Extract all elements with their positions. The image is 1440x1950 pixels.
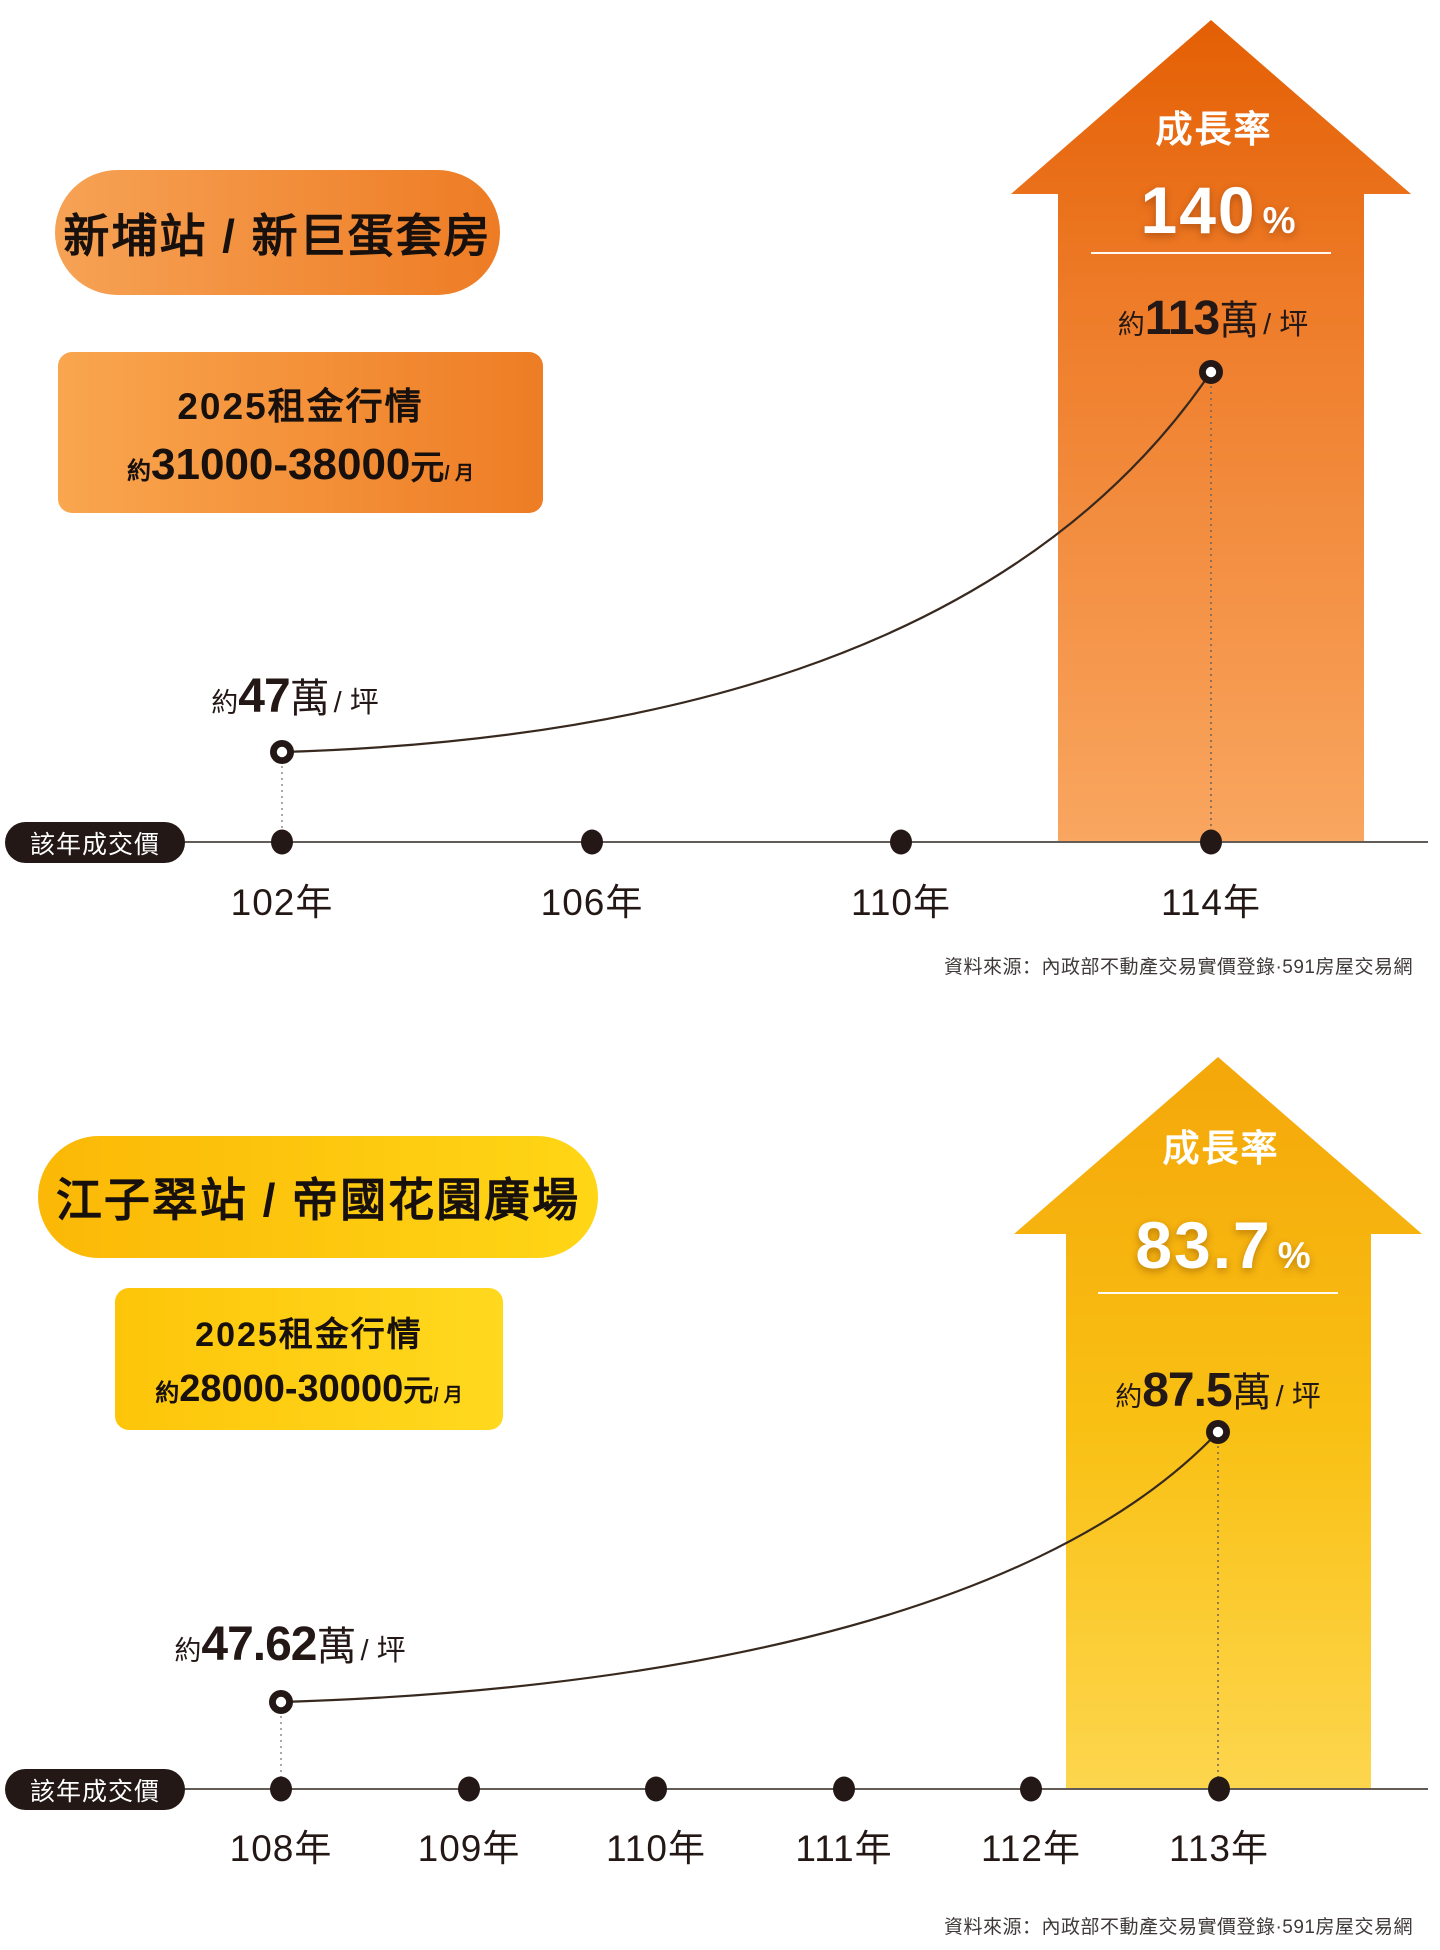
- peak-unit: 萬: [1231, 1371, 1272, 1415]
- axis-tick: [890, 829, 912, 855]
- peak-per: / 坪: [1263, 309, 1309, 341]
- start-unit: 萬: [316, 1625, 357, 1669]
- year-tick-label: 110年: [851, 882, 951, 923]
- rent-range-line: 約28000-30000元/ 月: [155, 1366, 463, 1411]
- rent-per: / 月: [433, 1385, 463, 1406]
- start-approx: 約: [174, 1636, 202, 1666]
- peak-price-label: 約87.5萬 / 坪: [1115, 1360, 1321, 1418]
- year-tick-label: 112年: [981, 1828, 1081, 1869]
- axis-tick: [1200, 829, 1222, 855]
- axis-title: 該年成交價: [29, 1777, 160, 1806]
- peak-approx: 約: [1115, 1382, 1143, 1412]
- start-unit: 萬: [289, 677, 330, 721]
- year-tick-label: 102年: [230, 882, 334, 923]
- axis-title: 該年成交價: [29, 830, 160, 859]
- axis-tick: [645, 1776, 667, 1802]
- station-title-badge: 江子翠站 / 帝國花園廣場: [38, 1136, 598, 1258]
- rent-title: 2025租金行情: [177, 385, 424, 427]
- peak-value: 87.5: [1142, 1364, 1232, 1417]
- axis-title-badge: 該年成交價: [5, 822, 185, 863]
- year-tick-label: 111年: [795, 1828, 893, 1869]
- data-point-start-hole: [276, 746, 288, 758]
- growth-rate-number: 83.7: [1135, 1208, 1272, 1282]
- data-source-note: 資料來源：內政部不動產交易實價登錄·591房屋交易網: [943, 1917, 1413, 1938]
- growth-rate-label: 成長率: [1155, 109, 1273, 150]
- start-per: / 坪: [333, 687, 379, 719]
- price-curve: [281, 371, 1212, 754]
- peak-price-label: 約113萬 / 坪: [1118, 288, 1309, 346]
- growth-rate-value: 140%: [1140, 172, 1295, 248]
- rent-unit: 元: [410, 448, 445, 487]
- year-tick-label: 113年: [1169, 1828, 1269, 1869]
- data-source-note: 資料來源：內政部不動產交易實價登錄·591房屋交易網: [943, 957, 1413, 978]
- axis-tick: [1208, 1776, 1230, 1802]
- start-per: / 坪: [360, 1635, 406, 1667]
- peak-approx: 約: [1117, 310, 1145, 340]
- peak-value: 113: [1144, 292, 1220, 345]
- year-tick-label: 114年: [1161, 882, 1261, 923]
- rent-range-line: 約31000-38000元/ 月: [127, 440, 474, 490]
- growth-rate-label: 成長率: [1162, 1128, 1280, 1169]
- axis-tick: [271, 829, 293, 855]
- year-tick-label: 108年: [229, 1828, 333, 1869]
- rent-approx: 約: [155, 1380, 180, 1407]
- rent-approx: 約: [127, 457, 152, 485]
- axis-tick: [270, 1776, 292, 1802]
- station-title: 江子翠站 / 帝國花園廣場: [55, 1174, 581, 1226]
- rent-per: / 月: [444, 462, 474, 484]
- station-title-badge: 新埔站 / 新巨蛋套房: [55, 170, 500, 295]
- data-point-peak-hole: [1205, 366, 1217, 378]
- start-value: 47.62: [201, 1618, 317, 1671]
- year-tick-label: 106年: [540, 882, 644, 923]
- growth-arrow: [1011, 20, 1411, 842]
- peak-per: / 坪: [1275, 1381, 1321, 1413]
- percent-sign: %: [1277, 1235, 1311, 1276]
- data-point-peak-hole: [1212, 1426, 1224, 1438]
- percent-sign: %: [1262, 200, 1296, 241]
- price-curve: [280, 1431, 1219, 1704]
- growth-rate-number: 140: [1140, 173, 1257, 247]
- rent-info-box: 2025租金行情 約28000-30000元/ 月: [115, 1288, 503, 1430]
- peak-unit: 萬: [1219, 299, 1260, 343]
- rent-range: 28000-30000: [179, 1368, 404, 1410]
- start-approx: 約: [211, 688, 239, 718]
- station-title: 新埔站 / 新巨蛋套房: [63, 209, 492, 262]
- start-value: 47: [238, 670, 290, 723]
- rent-info-box: 2025租金行情 約31000-38000元/ 月: [58, 352, 543, 513]
- growth-rate-value: 83.7%: [1135, 1207, 1310, 1283]
- axis-title-badge: 該年成交價: [5, 1769, 185, 1810]
- rent-title: 2025租金行情: [195, 1316, 423, 1354]
- start-price-label: 約47萬 / 坪: [211, 666, 379, 724]
- axis-tick: [581, 829, 603, 855]
- axis-tick: [458, 1776, 480, 1802]
- axis-tick: [833, 1776, 855, 1802]
- rent-unit: 元: [403, 1375, 434, 1408]
- data-point-start-hole: [275, 1696, 287, 1708]
- year-tick-label: 110年: [606, 1828, 706, 1869]
- rent-range: 31000-38000: [151, 439, 411, 489]
- start-price-label: 約47.62萬 / 坪: [174, 1614, 405, 1672]
- year-tick-label: 109年: [417, 1828, 521, 1869]
- axis-tick: [1020, 1776, 1042, 1802]
